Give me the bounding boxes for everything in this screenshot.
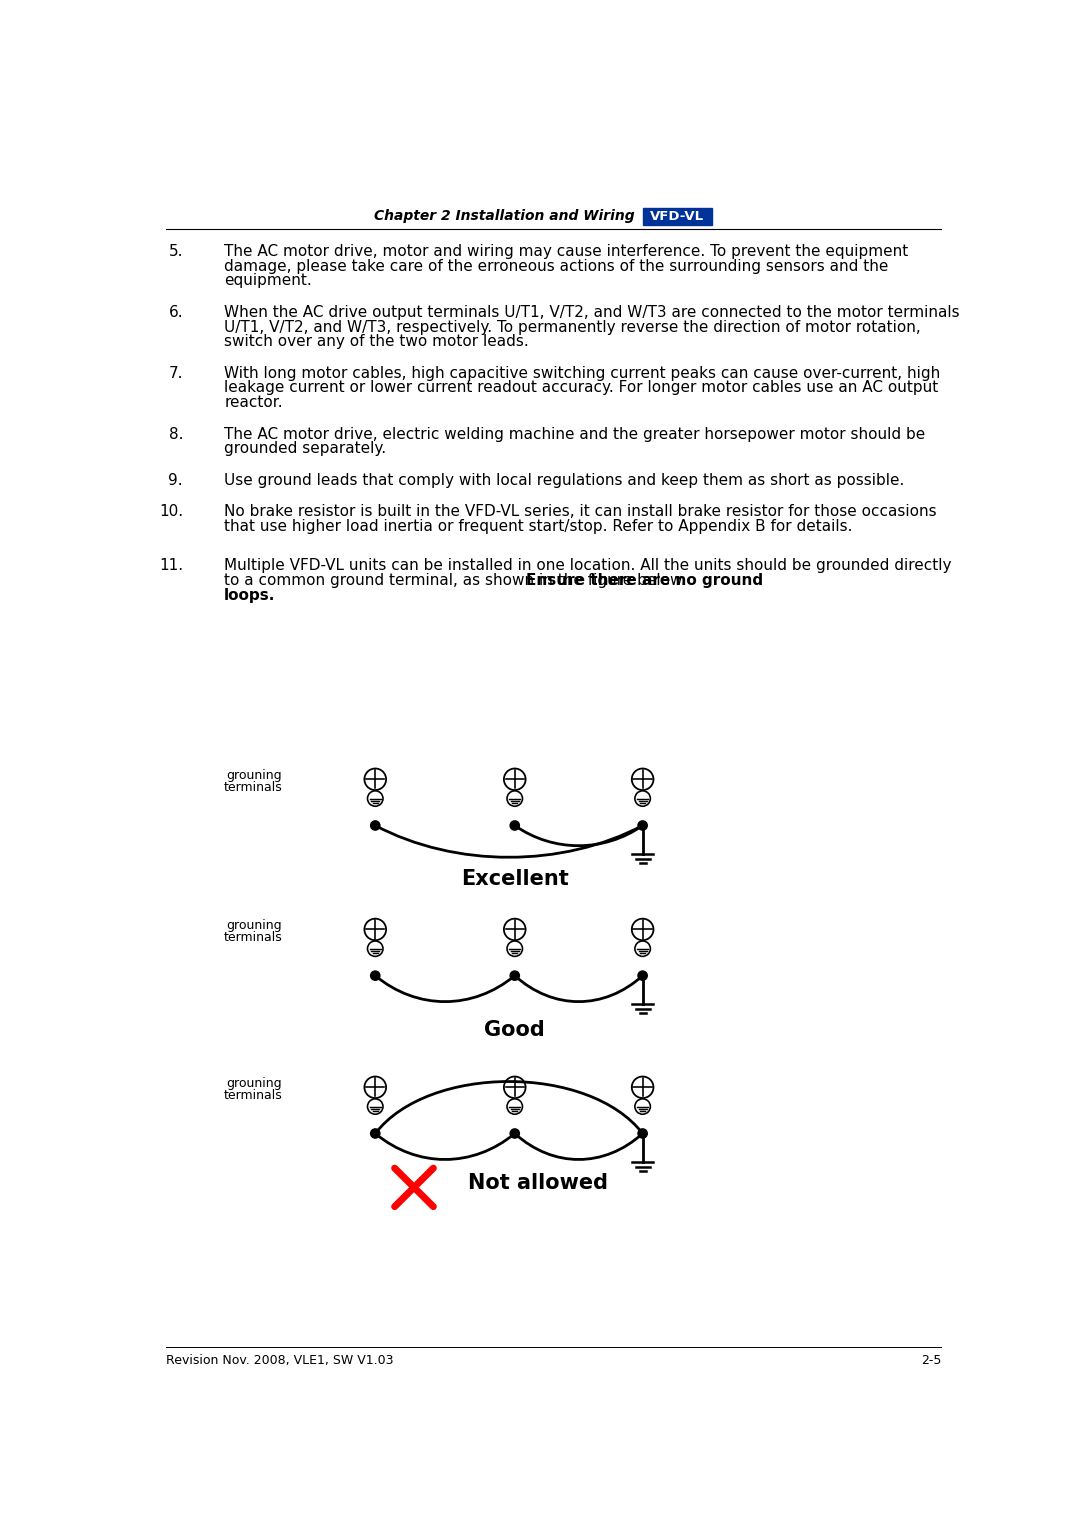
Text: leakage current or lower current readout accuracy. For longer motor cables use a: leakage current or lower current readout… bbox=[225, 380, 939, 396]
Text: terminals: terminals bbox=[224, 931, 282, 943]
Text: that use higher load inertia or frequent start/stop. Refer to Appendix B for det: that use higher load inertia or frequent… bbox=[225, 518, 852, 534]
Text: 2-5: 2-5 bbox=[920, 1355, 941, 1367]
Text: reactor.: reactor. bbox=[225, 396, 283, 410]
Circle shape bbox=[638, 1129, 647, 1138]
Circle shape bbox=[510, 1129, 519, 1138]
Circle shape bbox=[638, 971, 647, 980]
Text: switch over any of the two motor leads.: switch over any of the two motor leads. bbox=[225, 334, 529, 350]
Text: U/T1, V/T2, and W/T3, respectively. To permanently reverse the direction of moto: U/T1, V/T2, and W/T3, respectively. To p… bbox=[225, 319, 921, 334]
Text: loops.: loops. bbox=[225, 588, 275, 603]
Circle shape bbox=[510, 821, 519, 830]
Circle shape bbox=[370, 821, 380, 830]
Text: to a common ground terminal, as shown in the figure below.: to a common ground terminal, as shown in… bbox=[225, 572, 691, 588]
Circle shape bbox=[370, 971, 380, 980]
Text: Not allowed: Not allowed bbox=[469, 1174, 608, 1193]
Text: 7.: 7. bbox=[168, 365, 183, 380]
Text: The AC motor drive, electric welding machine and the greater horsepower motor sh: The AC motor drive, electric welding mac… bbox=[225, 426, 926, 442]
Text: 11.: 11. bbox=[159, 558, 183, 574]
Text: When the AC drive output terminals U/T1, V/T2, and W/T3 are connected to the mot: When the AC drive output terminals U/T1,… bbox=[225, 305, 960, 321]
Text: VFD-VL: VFD-VL bbox=[650, 210, 704, 222]
Text: terminals: terminals bbox=[224, 781, 282, 793]
Text: grouning: grouning bbox=[227, 769, 282, 782]
Text: equipment.: equipment. bbox=[225, 273, 312, 288]
Text: 9.: 9. bbox=[168, 472, 183, 488]
Text: No brake resistor is built in the VFD-VL series, it can install brake resistor f: No brake resistor is built in the VFD-VL… bbox=[225, 505, 936, 520]
Text: Ensure there are no ground: Ensure there are no ground bbox=[526, 572, 764, 588]
Text: With long motor cables, high capacitive switching current peaks can cause over-c: With long motor cables, high capacitive … bbox=[225, 365, 941, 380]
Text: Good: Good bbox=[484, 1020, 545, 1040]
Text: terminals: terminals bbox=[224, 1089, 282, 1101]
Circle shape bbox=[370, 1129, 380, 1138]
Text: Use ground leads that comply with local regulations and keep them as short as po: Use ground leads that comply with local … bbox=[225, 472, 905, 488]
Text: damage, please take care of the erroneous actions of the surrounding sensors and: damage, please take care of the erroneou… bbox=[225, 259, 889, 273]
FancyBboxPatch shape bbox=[643, 209, 713, 225]
Text: 10.: 10. bbox=[159, 505, 183, 520]
Text: Multiple VFD-VL units can be installed in one location. All the units should be : Multiple VFD-VL units can be installed i… bbox=[225, 558, 951, 574]
Text: grounded separately.: grounded separately. bbox=[225, 442, 387, 456]
Text: The AC motor drive, motor and wiring may cause interference. To prevent the equi: The AC motor drive, motor and wiring may… bbox=[225, 244, 908, 259]
Text: grouning: grouning bbox=[227, 1077, 282, 1091]
Text: grouning: grouning bbox=[227, 919, 282, 933]
Text: Chapter 2 Installation and Wiring: Chapter 2 Installation and Wiring bbox=[375, 210, 635, 224]
Text: 6.: 6. bbox=[168, 305, 183, 321]
Text: Revision Nov. 2008, VLE1, SW V1.03: Revision Nov. 2008, VLE1, SW V1.03 bbox=[166, 1355, 393, 1367]
Text: 5.: 5. bbox=[168, 244, 183, 259]
Text: 8.: 8. bbox=[168, 426, 183, 442]
Text: Excellent: Excellent bbox=[461, 870, 569, 890]
Circle shape bbox=[510, 971, 519, 980]
Circle shape bbox=[638, 821, 647, 830]
